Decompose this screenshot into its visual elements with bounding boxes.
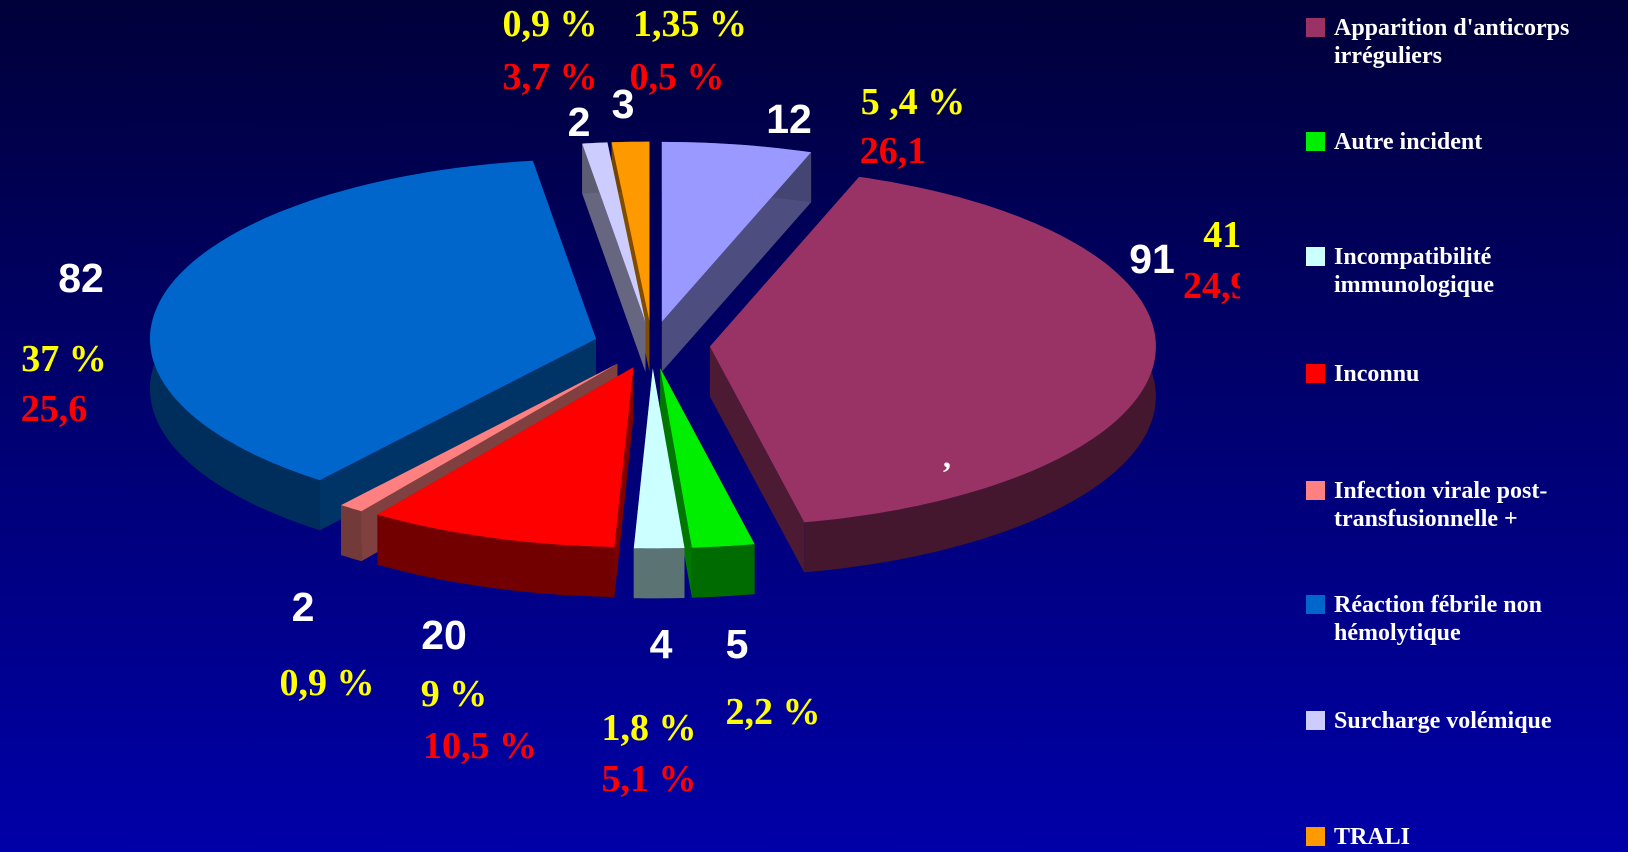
legend-item: Incompatibilité immunologique: [1306, 243, 1628, 299]
slice: [611, 141, 650, 322]
legend-label: Autre incident: [1334, 129, 1483, 155]
legend-item: Réaction fébrile non hémolytique: [1306, 591, 1628, 647]
note-label: 0,5 %: [630, 56, 725, 98]
legend-item: Apparition d'anticorps irréguliers: [1306, 14, 1628, 70]
share-label: 41 %: [1203, 214, 1240, 256]
note-label: 5,1 %: [602, 758, 697, 800]
note-label: 3,7 %: [503, 56, 598, 98]
slice: [582, 142, 646, 322]
share-label: 9 %: [421, 673, 488, 715]
value-label: 2: [568, 99, 591, 145]
legend-label: Infection virale post-transfusionnelle +: [1334, 478, 1548, 532]
slice-side: [660, 368, 692, 598]
share-label: 5 ,4 %: [861, 81, 966, 123]
legend-swatch: [1306, 364, 1325, 383]
share-label: 1,8 %: [602, 707, 697, 749]
value-label: 20: [421, 612, 467, 658]
legend-label: Réaction fébrile non hémolytique: [1334, 592, 1542, 646]
legend-item: Infection virale post-transfusionnelle +: [1306, 477, 1628, 533]
share-label: 0,9 %: [503, 3, 598, 45]
legend-swatch: [1306, 711, 1325, 730]
slice: [660, 368, 755, 548]
value-label: 2: [292, 584, 315, 630]
legend-swatch: [1306, 132, 1325, 151]
legend-item: Inconnu: [1306, 360, 1628, 388]
share-label: 0,9 %: [280, 662, 375, 704]
legend-label: Surcharge volémique: [1334, 708, 1552, 734]
slice: [341, 363, 618, 512]
chart: 12 5 ,4 % 26,1 91 41 % 24,9 % 5 2,2 % 4 1,8 % 5,1 …: [21, 3, 1240, 800]
annotation: ,: [943, 438, 951, 474]
slice-side: [582, 143, 646, 372]
legend-label: Apparition d'anticorps irréguliers: [1334, 15, 1570, 69]
slice: [709, 176, 1156, 523]
slice-side: [661, 152, 812, 372]
value-label: 82: [58, 255, 104, 301]
slice-side: [614, 367, 634, 597]
value-label: 12: [766, 96, 812, 142]
value-label: 5: [726, 621, 749, 667]
legend-item: Surcharge volémique: [1306, 707, 1628, 735]
legend-swatch: [1306, 481, 1325, 500]
legend-label: TRALI: [1334, 824, 1411, 850]
value-label: 91: [1129, 236, 1175, 282]
legend-item: Autre incident: [1306, 128, 1628, 156]
legend-item: TRALI: [1306, 823, 1628, 851]
legend-swatch: [1306, 595, 1325, 614]
value-label: 4: [650, 621, 673, 667]
share-label: 2,2 %: [726, 691, 821, 733]
slice-side: [341, 505, 362, 562]
slice: [661, 141, 812, 322]
slice-side: [709, 346, 805, 573]
note-label: 25,6: [21, 388, 88, 430]
legend-label: Incompatibilité immunologique: [1334, 244, 1495, 298]
note-label: 26,1: [860, 130, 927, 172]
legend-swatch: [1306, 827, 1325, 846]
slice-side: [691, 544, 755, 598]
share-label: 1,35 %: [633, 3, 747, 45]
slice-side: [377, 514, 615, 597]
legend-swatch: [1306, 18, 1325, 37]
value-label: 3: [612, 81, 635, 127]
slice: [150, 160, 596, 481]
slice-side: [633, 548, 685, 599]
slice: [633, 368, 685, 549]
note-label: 24,9 %: [1183, 265, 1240, 307]
legend-swatch: [1306, 247, 1325, 266]
note-label: 10,5 %: [423, 725, 537, 767]
share-label: 37 %: [21, 338, 107, 380]
legend-label: Inconnu: [1334, 361, 1420, 387]
slice: [377, 367, 634, 547]
